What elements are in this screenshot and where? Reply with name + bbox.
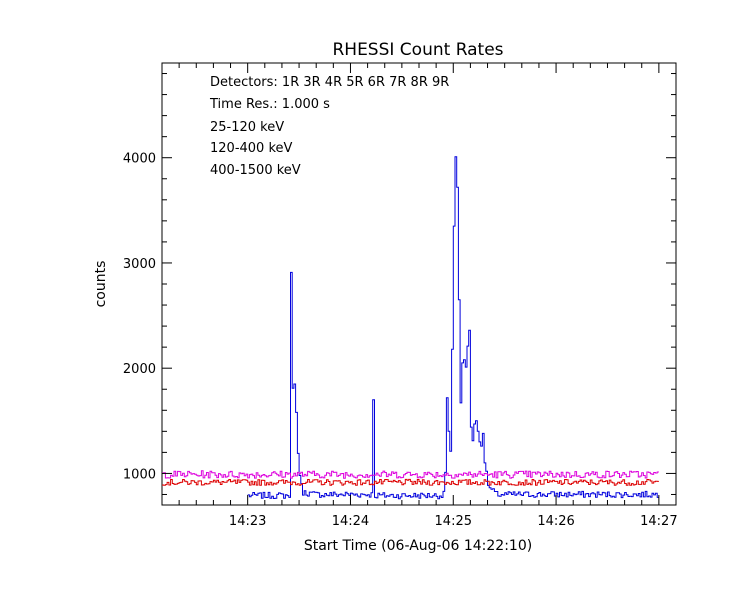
legend-series-25-120: 25-120 keV bbox=[210, 120, 284, 135]
series-line-25-120-kev bbox=[247, 156, 659, 500]
axis-layer: 14:23 14:24 14:25 14:26 14:27 1000 2000 3000 400… bbox=[123, 63, 678, 529]
y-tick-label: 2000 bbox=[123, 362, 156, 377]
x-tick-label: 14:26 bbox=[537, 514, 574, 529]
x-tick-label: 14:25 bbox=[435, 514, 472, 529]
series-line-400-1500-kev bbox=[162, 478, 659, 486]
detectors-annotation: Detectors: 1R 3R 4R 5R 6R 7R 8R 9R bbox=[210, 75, 449, 90]
series-layer bbox=[162, 156, 659, 500]
x-axis-label: Start Time (06-Aug-06 14:22:10) bbox=[304, 538, 532, 554]
y-tick-label: 3000 bbox=[123, 257, 156, 272]
time-resolution-annotation: Time Res.: 1.000 s bbox=[209, 97, 330, 112]
legend-series-400-1500: 400-1500 keV bbox=[210, 163, 301, 178]
y-tick-label: 4000 bbox=[123, 152, 156, 167]
legend-series-120-400: 120-400 keV bbox=[210, 141, 293, 156]
chart-title: RHESSI Count Rates bbox=[332, 40, 503, 60]
x-tick-label: 14:27 bbox=[640, 514, 677, 529]
y-axis-label: counts bbox=[93, 261, 109, 308]
y-tick-label: 1000 bbox=[123, 467, 156, 482]
x-tick-label: 14:24 bbox=[332, 514, 369, 529]
series-line-120-400-kev bbox=[162, 470, 659, 479]
x-tick-label: 14:23 bbox=[229, 514, 266, 529]
